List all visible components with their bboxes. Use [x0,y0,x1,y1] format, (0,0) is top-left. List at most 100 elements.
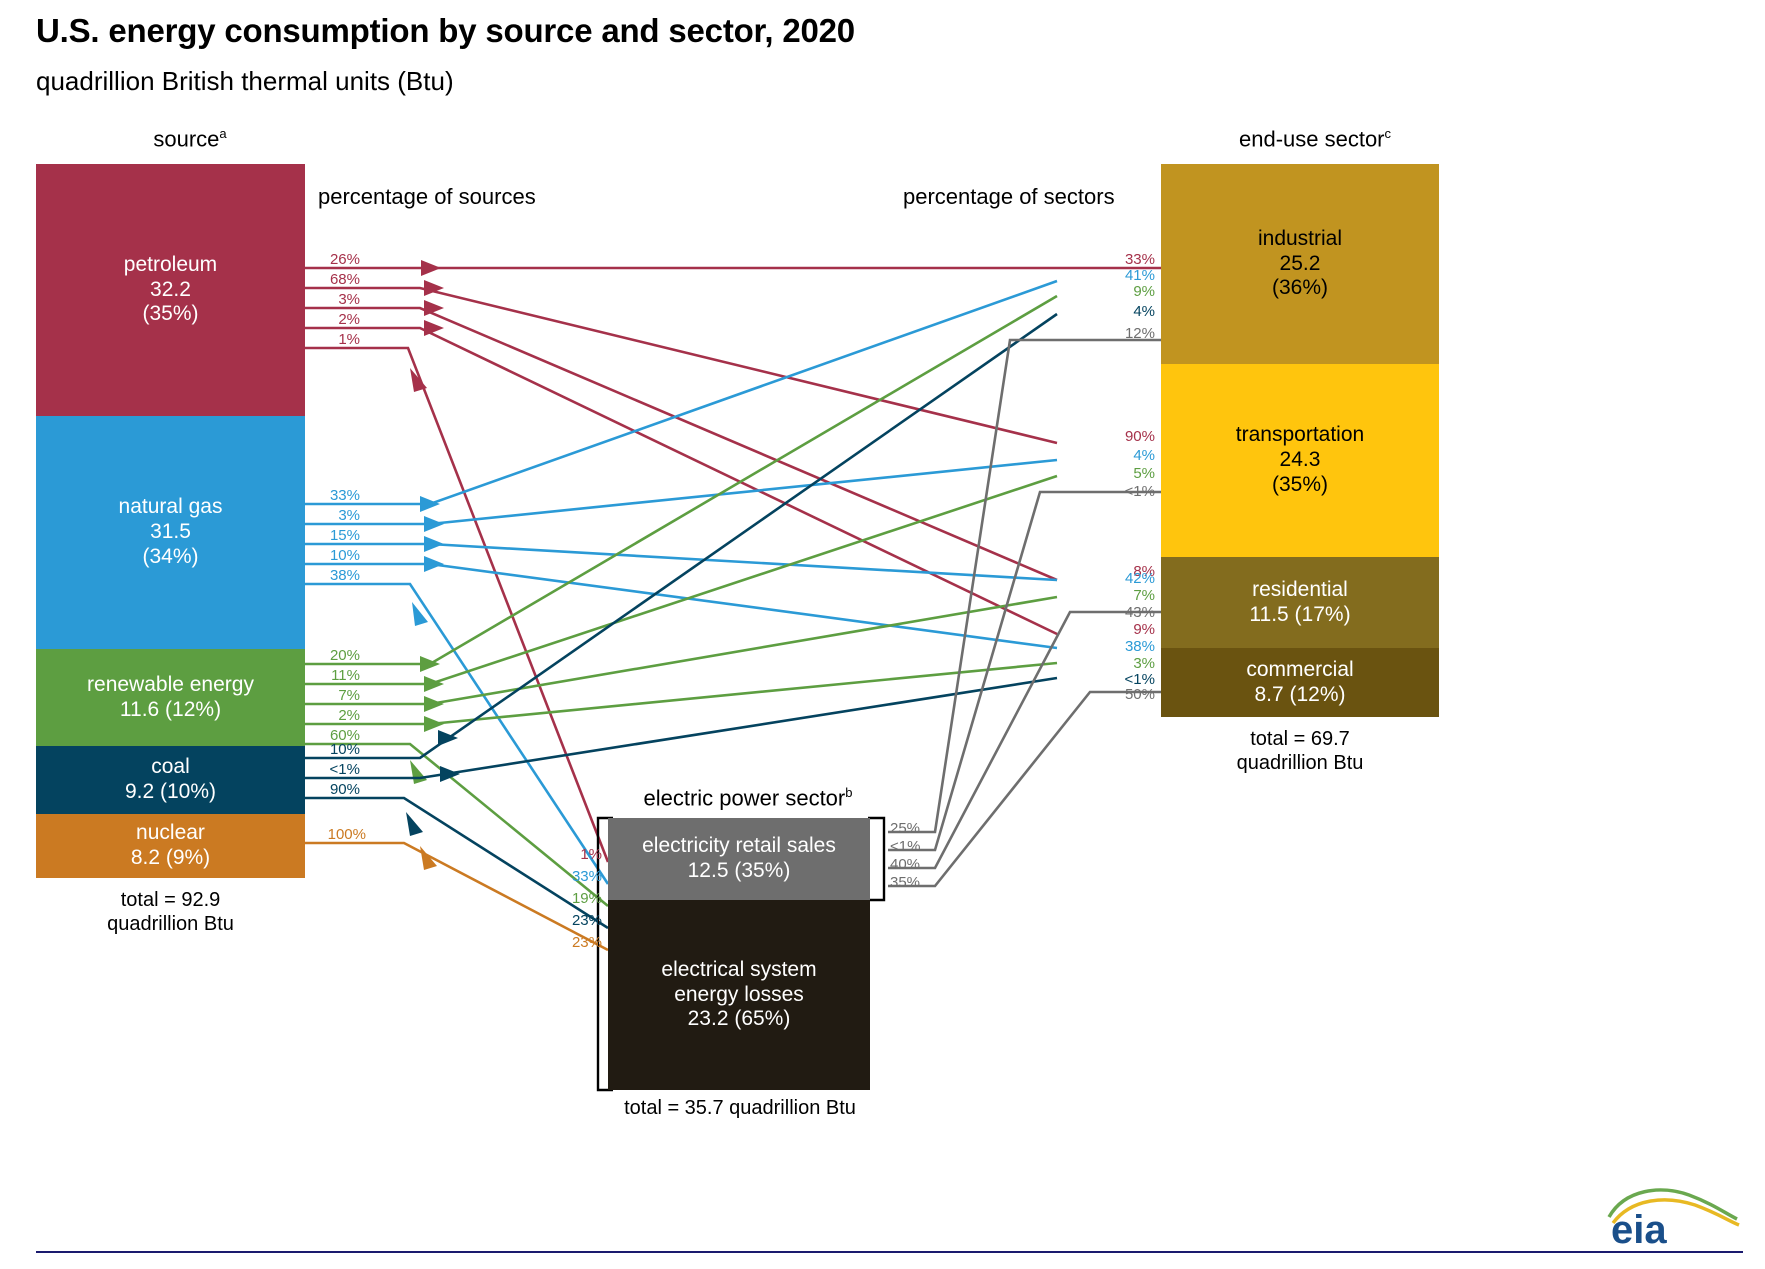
sector-residential-label: residential [1252,577,1348,601]
electric-losses-value: 23.2 (65%) [687,1007,791,1031]
sector-transportation-label: transportation [1235,423,1365,447]
source-renewable-value: 11.6 (12%) [119,697,222,721]
source-petroleum-share: (35%) [142,302,199,326]
page-title: U.S. energy consumption by source and se… [36,12,855,49]
pct-source-natural-gas-0: 33% [329,487,360,504]
source-renewable-label: renewable energy [87,672,254,696]
source-column-heading: sourcea [60,126,320,152]
sector-node-transportation[interactable]: transportation 24.3 (35%) [1161,364,1439,557]
pct-electric-in-1: 33% [571,868,602,885]
pct-electric-out-2: 40% [890,856,921,873]
pct-sector-transportation-1: 4% [1133,447,1155,464]
percentage-of-sources-heading: percentage of sources [318,184,536,209]
sector-industrial-value: 25.2 [1279,251,1321,275]
page-subtitle: quadrillion British thermal units (Btu) [36,66,454,96]
pct-source-natural-gas-1: 3% [338,507,360,524]
source-coal-label: coal [151,755,190,779]
pct-sector-residential-2: 7% [1133,587,1155,604]
electric-heading-text: electric power sector [643,785,846,811]
sector-node-residential[interactable]: residential 11.5 (17%) [1161,557,1439,648]
pct-source-petroleum-1: 68% [329,271,360,288]
source-node-renewable-energy[interactable]: renewable energy 11.6 (12%) [36,649,305,746]
source-natural-gas-share: (34%) [142,544,199,568]
pct-sector-residential-1: 42% [1124,570,1155,587]
pct-sector-industrial-4: 12% [1124,325,1155,342]
pct-source-coal-0: 10% [329,741,360,758]
sector-transportation-share: (35%) [1271,472,1328,496]
pct-source-natural-gas-2: 15% [329,527,360,544]
sector-node-industrial[interactable]: industrial 25.2 (36%) [1161,164,1439,364]
eia-logo-text: eia [1611,1208,1667,1247]
pct-sector-industrial-2: 9% [1133,283,1155,300]
source-node-coal[interactable]: coal 9.2 (10%) [36,746,305,814]
source-node-nuclear[interactable]: nuclear 8.2 (9%) [36,814,305,878]
pct-electric-out-3: 35% [890,874,921,891]
pct-sector-residential-0: 8% [1133,563,1155,580]
sector-industrial-share: (36%) [1271,276,1328,300]
electric-retail-value: 12.5 (35%) [687,859,791,882]
pct-electric-in-2: 19% [571,890,602,907]
sector-commercial-value: 8.7 (12%) [1254,682,1346,706]
footer-rule [36,1251,1743,1253]
pct-source-nuclear-0: 100% [327,826,366,843]
pct-source-renewable-3: 2% [338,707,360,724]
pct-sector-transportation-0: 90% [1124,428,1155,445]
pct-sector-commercial-1: 38% [1124,638,1155,655]
enduse-heading-text: end-use sector [1238,126,1385,152]
source-coal-value: 9.2 (10%) [124,780,217,803]
percentage-of-sectors-heading: percentage of sectors [903,184,1115,209]
pct-source-renewable-1: 11% [331,667,360,684]
source-node-petroleum[interactable]: petroleum 32.2 (35%) [36,164,305,416]
pct-sector-transportation-2: 5% [1133,465,1155,482]
pct-sector-industrial-1: 41% [1124,267,1155,284]
electric-total: total = 35.7 quadrillion Btu [624,1097,856,1119]
source-total-line2: quadrillion Btu [107,913,234,935]
electric-retail-label: electricity retail sales [642,834,836,858]
pct-source-petroleum-4: 1% [338,331,360,348]
electric-heading-superscript: b [845,785,853,800]
sector-transportation-value: 24.3 [1279,448,1321,472]
eia-logo-mark: eia [1607,1188,1740,1252]
source-nuclear-value: 8.2 (9%) [130,846,211,869]
sector-total-line1: total = 69.7 [1250,728,1350,750]
pct-sector-commercial-0: 9% [1133,621,1155,638]
sector-total: total = 69.7 quadrillion Btu [1161,727,1439,775]
source-nuclear-label: nuclear [136,821,205,845]
pct-sector-commercial-4: 50% [1124,686,1155,703]
enduse-heading-superscript: c [1384,126,1392,141]
pct-electric-in-3: 23% [571,912,602,929]
pct-source-coal-1: <1% [329,761,360,778]
pct-source-renewable-0: 20% [329,647,360,664]
pct-electric-out-1: <1% [890,838,921,855]
source-heading-superscript: a [219,126,227,141]
pct-source-natural-gas-4: 38% [329,567,360,584]
sector-commercial-label: commercial [1246,657,1354,681]
source-total: total = 92.9 quadrillion Btu [36,888,305,936]
pct-source-petroleum-2: 3% [338,291,360,308]
pct-source-petroleum-3: 2% [338,311,360,328]
pct-sector-industrial-0: 33% [1124,251,1155,268]
electric-node-system-losses[interactable]: electrical system energy losses 23.2 (65… [608,900,870,1090]
sector-node-commercial[interactable]: commercial 8.7 (12%) [1161,648,1439,717]
source-total-line1: total = 92.9 [120,889,221,911]
pct-sector-industrial-3: 4% [1133,303,1155,320]
pct-electric-in-4: 23% [571,934,602,951]
pct-source-natural-gas-3: 10% [329,547,360,564]
source-node-natural-gas[interactable]: natural gas 31.5 (34%) [36,416,305,649]
enduse-column-heading: end-use sectorc [1170,126,1460,152]
electric-losses-label-line2: energy losses [674,982,804,1006]
pct-electric-in-0: 1% [580,846,602,863]
pct-source-petroleum-0: 26% [329,251,360,268]
electric-node-retail-sales[interactable]: electricity retail sales 12.5 (35%) [608,818,870,900]
sector-residential-value: 11.5 (17%) [1249,602,1351,626]
source-heading-text: source [153,126,220,152]
pct-sector-residential-3: 43% [1124,604,1155,621]
pct-sector-transportation-3: <1% [1124,483,1155,500]
source-petroleum-value: 32.2 [150,277,191,301]
pct-source-renewable-4: 60% [329,727,360,744]
source-petroleum-label: petroleum [123,252,218,276]
eia-logo: eia [1603,1183,1743,1252]
pct-sector-commercial-2: 3% [1133,655,1155,672]
source-natural-gas-value: 31.5 [150,520,191,544]
